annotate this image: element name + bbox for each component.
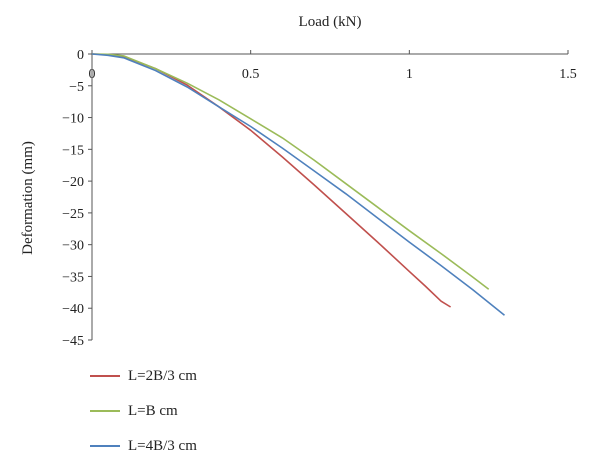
series-line-1 [91, 53, 490, 290]
series-line-2 [91, 53, 506, 316]
legend-item-series-1: L=B cm [90, 401, 197, 421]
y-axis-ticks [88, 53, 92, 341]
x-axis-ticks [91, 50, 569, 54]
legend-swatch [90, 445, 120, 447]
x-tick-label: 0.5 [242, 67, 260, 82]
y-tick-label: −40 [62, 302, 84, 317]
y-tick-label: −30 [62, 239, 84, 254]
legend-item-series-2: L=4B/3 cm [90, 436, 197, 456]
legend: L=2B/3 cm L=B cm L=4B/3 cm [90, 366, 197, 471]
legend-label: L=2B/3 cm [128, 367, 197, 384]
legend-swatch [90, 375, 120, 377]
y-tick-label: −5 [69, 80, 84, 95]
y-tick-label: −25 [62, 207, 84, 222]
legend-label: L=B cm [128, 402, 178, 419]
y-tick-label: −10 [62, 112, 84, 127]
x-axis-title: Load (kN) [299, 14, 362, 30]
x-tick-label: 1 [406, 67, 413, 82]
y-tick-labels: 0 −5 −10 −15 −20 −25 −30 −35 −40 −45 [62, 48, 84, 349]
series-line-0 [91, 53, 452, 308]
series-lines [91, 53, 506, 316]
x-tick-label: 1.5 [559, 67, 577, 82]
y-tick-label: −15 [62, 143, 84, 158]
y-tick-label: 0 [77, 48, 84, 63]
legend-swatch [90, 410, 120, 412]
y-tick-label: −35 [62, 270, 84, 285]
y-tick-label: −20 [62, 175, 84, 190]
legend-item-series-0: L=2B/3 cm [90, 366, 197, 386]
legend-label: L=4B/3 cm [128, 437, 197, 454]
y-tick-label: −45 [62, 334, 84, 349]
y-axis-title: Deformation (mm) [20, 141, 36, 255]
